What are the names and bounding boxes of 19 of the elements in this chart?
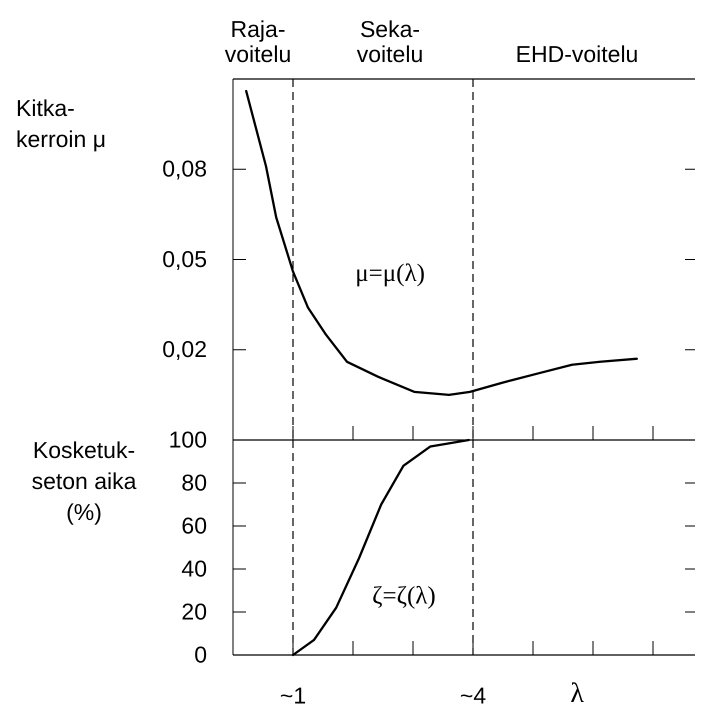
y-tick-label: 0,05 <box>162 246 207 272</box>
y-tick-label: 100 <box>168 426 207 452</box>
x-axis-title: λ <box>570 678 584 709</box>
y-axis-title: Kitka- kerroin μ <box>16 95 106 152</box>
y-tick-label: 60 <box>181 512 207 538</box>
y-tick-label: 80 <box>181 469 207 496</box>
y-tick-label: 0,02 <box>162 336 207 362</box>
series-label: ζ=ζ(λ) <box>372 582 436 610</box>
text: EHD-voitelu <box>516 41 638 67</box>
text: μ=μ(λ) <box>355 260 425 288</box>
y-tick-label: 40 <box>181 555 207 582</box>
y-tick-label: 0 <box>194 641 207 668</box>
x-tick-label: ~4 <box>460 682 486 708</box>
y-axis-title: Kosketuk- seton aika (%) <box>32 437 137 525</box>
x-tick-label: ~1 <box>280 682 306 708</box>
text: Raja- voitelu <box>224 16 292 67</box>
y-tick-label: 20 <box>181 598 207 624</box>
y-tick-label: 0,08 <box>162 156 207 182</box>
text: Seka- voitelu <box>356 16 424 67</box>
